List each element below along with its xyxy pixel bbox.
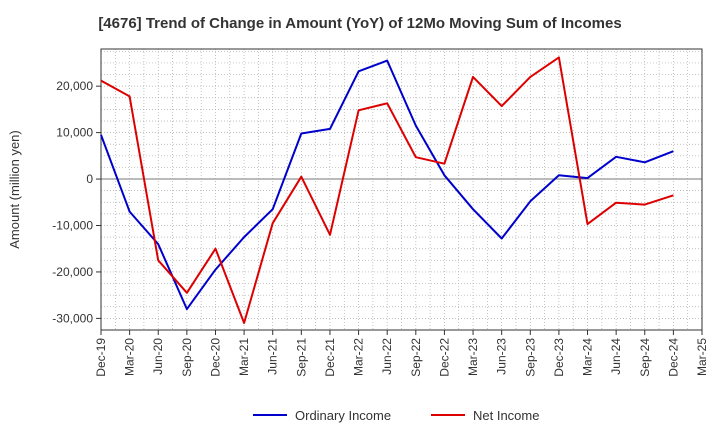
x-tick-label: Mar-21 — [237, 338, 251, 376]
y-tick-label: 20,000 — [56, 79, 93, 93]
y-tick-label: -10,000 — [52, 218, 93, 232]
x-tick-label: Dec-20 — [208, 338, 222, 377]
x-tick-label: Mar-22 — [352, 338, 366, 376]
x-tick-label: Dec-22 — [437, 338, 451, 377]
legend-label: Ordinary Income — [295, 408, 391, 423]
x-tick-label: Dec-24 — [666, 338, 680, 377]
y-tick-label: -20,000 — [52, 265, 93, 279]
y-tick-label: 0 — [86, 172, 93, 186]
y-tick-label: 10,000 — [56, 126, 93, 140]
plot-frame — [100, 48, 703, 331]
axes: -30,000 -20,000 -10,000 0 10,000 20,000 Dec-19… — [7, 48, 709, 377]
x-tick-label: Mar-24 — [581, 338, 595, 376]
x-tick-label: Jun-20 — [151, 338, 165, 375]
series-line-net-income — [100, 56, 674, 324]
series-line-ordinary-income — [100, 59, 674, 311]
x-tick-label: Dec-19 — [94, 338, 108, 377]
x-tick-label: Jun-23 — [495, 338, 509, 375]
x-tick-label: Jun-21 — [266, 338, 280, 375]
x-tick-label: Sep-22 — [409, 338, 423, 377]
x-tick-label: Sep-21 — [294, 338, 308, 377]
series-lines — [100, 56, 674, 324]
x-tick-label: Mar-20 — [123, 338, 137, 376]
y-axis-title: Amount (million yen) — [7, 130, 22, 249]
chart-title: [4676] Trend of Change in Amount (YoY) o… — [98, 15, 622, 32]
x-tick-label: Jun-24 — [609, 338, 623, 375]
x-tick-label: Sep-20 — [180, 338, 194, 377]
x-tick-label: Dec-23 — [552, 338, 566, 377]
x-tick-label: Sep-23 — [523, 338, 537, 377]
x-tick-label: Sep-24 — [638, 338, 652, 377]
legend: Ordinary Income Net Income — [253, 408, 539, 423]
x-tick-label: Mar-23 — [466, 338, 480, 376]
x-tick-label: Jun-22 — [380, 338, 394, 375]
y-tick-label: -30,000 — [52, 311, 93, 325]
legend-label: Net Income — [473, 408, 539, 423]
x-tick-label: Mar-25 — [695, 338, 709, 376]
x-tick-label: Dec-21 — [323, 338, 337, 377]
